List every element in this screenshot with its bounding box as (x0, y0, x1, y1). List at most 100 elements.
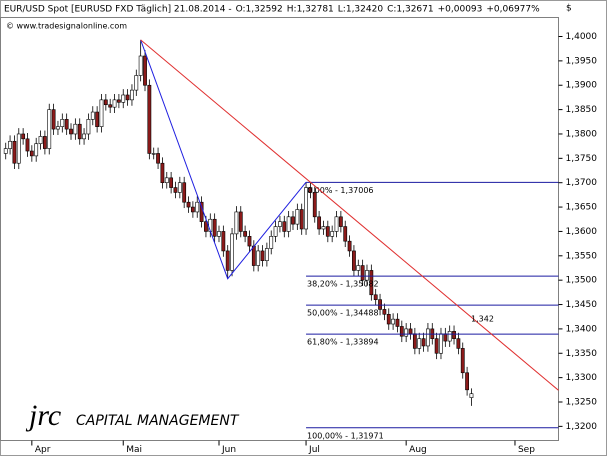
candle-body (143, 55, 147, 86)
candle-body (412, 333, 417, 349)
candle-body (177, 182, 182, 193)
header-part: H:1,32781 (287, 5, 334, 15)
candle-body (273, 226, 278, 237)
candle-body (86, 119, 91, 135)
candle-body (173, 187, 178, 193)
fib-label: 61,80% - 1,33894 (307, 338, 379, 347)
candle-body (386, 313, 391, 325)
candle-body (304, 187, 308, 230)
candle-body (130, 89, 134, 101)
currency: $ (566, 4, 572, 14)
candle-body (360, 265, 365, 281)
candle-body (421, 338, 426, 347)
candle-body (378, 299, 382, 310)
candle-body (99, 99, 104, 127)
candle-body (29, 150, 34, 157)
y-tick-label: 1,3950 (566, 56, 598, 66)
candle-body (465, 372, 469, 391)
candle-body (169, 177, 174, 188)
candle-body (456, 338, 461, 349)
candle-body (260, 250, 265, 261)
candle-body (234, 211, 239, 235)
candle-body (247, 236, 252, 247)
y-tick-label: 1,3800 (566, 129, 598, 139)
candle-body (47, 109, 52, 149)
candle-body (352, 250, 356, 271)
x-tick-label: Aug (409, 445, 427, 455)
candle-body (282, 221, 287, 232)
y-tick-label: 1,3700 (566, 178, 598, 188)
candle-body (238, 211, 243, 232)
y-tick-label: 1,3250 (566, 398, 598, 408)
candle-body (426, 328, 430, 347)
trend-label: 1,342 (471, 315, 494, 324)
candle-body (330, 231, 335, 237)
x-tick-label: Jun (221, 445, 236, 455)
candle-body (138, 55, 143, 76)
candle-body (77, 123, 82, 140)
header-part: O:1,32592 (236, 5, 283, 15)
candle-body (221, 231, 226, 252)
candle-body (3, 148, 8, 154)
candle-body (56, 126, 60, 130)
header-part: L:1,32420 (338, 5, 384, 15)
candle-body (212, 218, 217, 237)
candle-body (460, 348, 465, 374)
candle-body (251, 245, 256, 266)
candle-body (121, 94, 126, 103)
candle-body (299, 209, 304, 230)
candle-body (151, 153, 156, 155)
candle-body (112, 99, 117, 108)
x-tick-label: Sep (518, 445, 535, 455)
candle-body (60, 119, 65, 127)
candle-body (469, 393, 474, 398)
candle-body (308, 187, 313, 193)
candle-body (347, 240, 352, 252)
candle-body (439, 333, 443, 354)
fib-label: 100,00% - 1,31971 (307, 431, 384, 440)
candle-body (369, 270, 374, 296)
x-tick-label: Mai (126, 445, 142, 455)
candle-body (443, 333, 448, 342)
logo-mark: jrc (25, 399, 61, 432)
candle-body (190, 206, 195, 213)
candle-body (278, 221, 282, 227)
candle-body (108, 104, 113, 108)
candle-body (125, 94, 130, 101)
candle-body (186, 201, 191, 208)
candle-body (295, 209, 300, 225)
candle-body (34, 143, 39, 157)
candle-body (373, 294, 378, 300)
zigzag-line (140, 39, 307, 280)
candle-body (286, 216, 291, 232)
plot-area (0, 17, 559, 441)
header-part: C:1,32671 (387, 5, 434, 15)
candle-body (243, 231, 248, 237)
candle-body (42, 136, 47, 149)
y-tick-label: 1,3300 (566, 373, 598, 383)
candle-body (38, 136, 43, 145)
candle-body (325, 226, 330, 237)
y-tick-label: 1,3350 (566, 349, 598, 359)
trend-line (140, 39, 559, 391)
y-tick-label: 1,3850 (566, 105, 598, 115)
y-tick-label: 1,3450 (566, 300, 598, 310)
candle-body (321, 226, 326, 230)
candle-body (382, 309, 387, 315)
candle-body (160, 162, 165, 184)
header-part: EUR/USD Spot [EURUSD FXD Täglich] 21.08.… (4, 5, 232, 15)
source: © www.tradesignalonline.com (6, 22, 127, 31)
candle-body (434, 338, 439, 354)
x-tick-label: Apr (35, 445, 51, 455)
candle-body (291, 216, 295, 225)
candle-body (334, 216, 339, 232)
candle-body (164, 177, 169, 184)
candle-body (391, 318, 396, 325)
candle-body (447, 331, 452, 342)
candle-body (204, 221, 208, 232)
y-tick-label: 1,3600 (566, 227, 598, 237)
fib-label: 38,20% - 1,35082 (307, 280, 379, 289)
candle-body (230, 233, 234, 271)
